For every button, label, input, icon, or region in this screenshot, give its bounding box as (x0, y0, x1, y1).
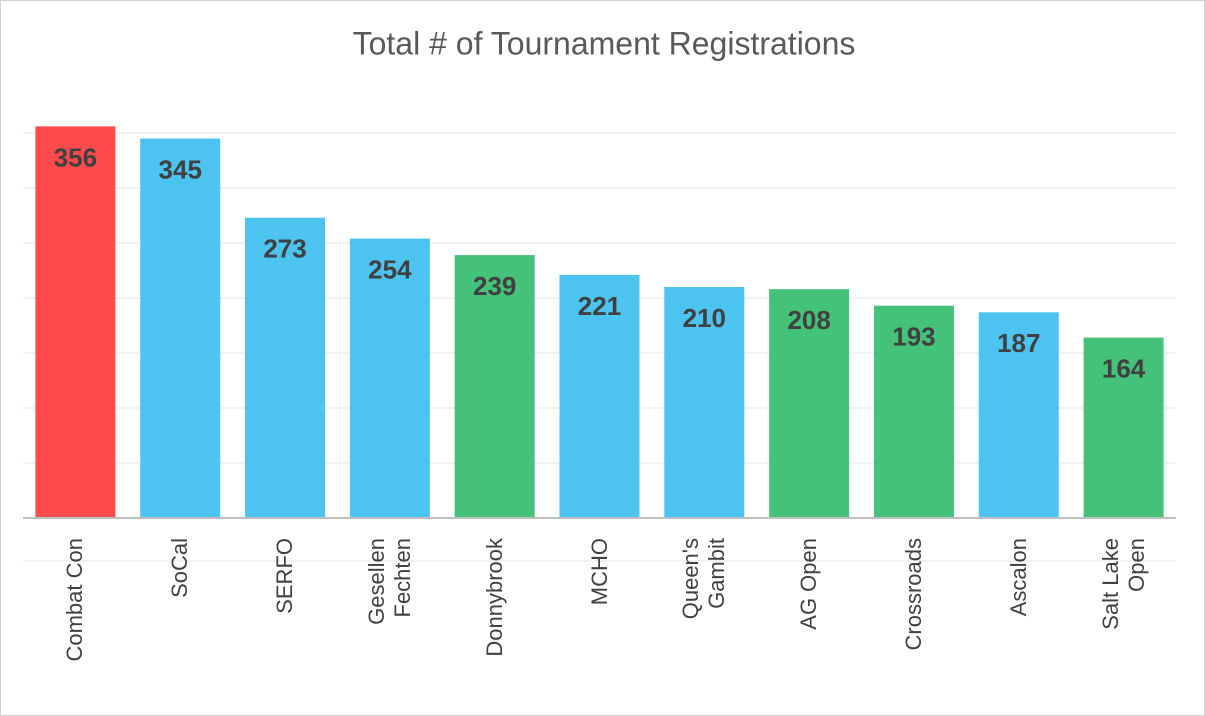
x-tick-label: Salt Lake Open (1097, 538, 1149, 630)
bar (245, 217, 326, 518)
x-tick-label: Queen's Gambit (678, 538, 730, 620)
bar (978, 312, 1059, 518)
data-label: 210 (683, 303, 726, 333)
bar (664, 287, 745, 518)
data-label: 187 (997, 328, 1040, 358)
data-label: 193 (892, 322, 935, 352)
x-tick-label: Combat Con (62, 538, 88, 662)
data-label: 356 (54, 142, 97, 172)
bar (349, 238, 430, 518)
bar (873, 305, 954, 518)
x-tick-label: SERFO (272, 538, 298, 614)
chart-title: Total # of Tournament Registrations (353, 25, 856, 61)
bar (1083, 337, 1164, 518)
x-tick-label: AG Open (796, 538, 822, 630)
data-label: 273 (263, 234, 306, 264)
data-label: 164 (1102, 353, 1146, 383)
bar (769, 289, 850, 518)
bar (559, 274, 640, 518)
data-label: 239 (473, 271, 516, 301)
bar (454, 255, 535, 518)
x-tick-label: MCHO (586, 538, 612, 606)
data-label: 221 (578, 291, 621, 321)
x-tick-label: SoCal (167, 538, 193, 598)
data-label: 208 (787, 305, 830, 335)
x-tick-label: Crossroads (900, 538, 926, 651)
bar (35, 126, 116, 519)
x-tick-label: Ascalon (1005, 538, 1031, 617)
data-label: 345 (159, 154, 202, 184)
x-tick-label: Donnybrook (481, 538, 507, 657)
data-label: 254 (368, 254, 412, 284)
bar (140, 138, 221, 518)
x-tick-label: Gesellen Fechten (363, 538, 415, 625)
